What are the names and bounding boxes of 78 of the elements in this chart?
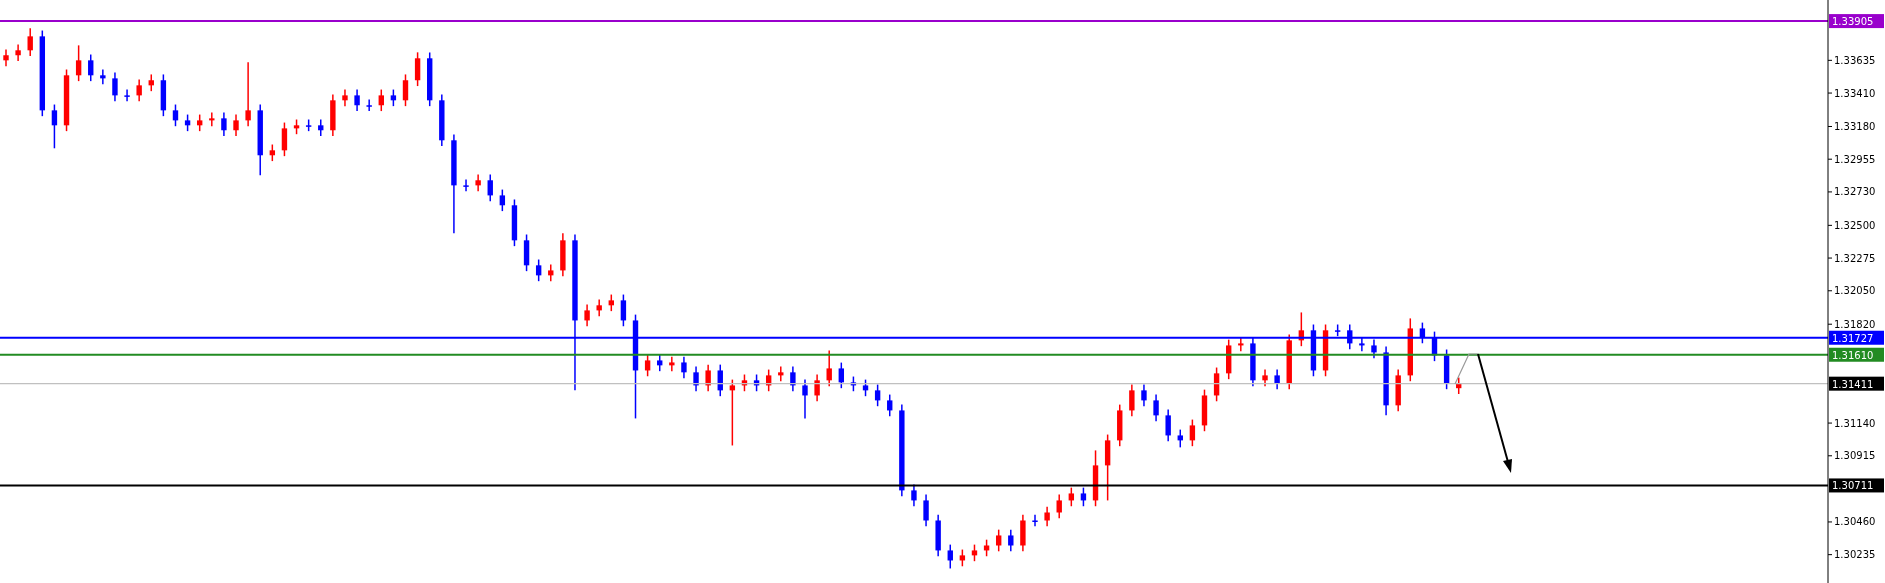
candlestick — [75, 44, 82, 82]
y-tick-label: 1.32730 — [1834, 186, 1876, 198]
candlestick — [1274, 368, 1280, 390]
candlestick — [1080, 486, 1087, 507]
ref-line-label: 1.31411 — [1832, 378, 1874, 390]
candlestick — [1068, 486, 1075, 507]
candlestick — [281, 121, 288, 157]
candlestick — [414, 51, 421, 87]
candlestick — [172, 103, 179, 127]
candlestick — [378, 88, 384, 112]
candlestick — [705, 363, 711, 392]
candlestick — [402, 73, 409, 107]
candlestick — [584, 303, 590, 327]
y-tick-label: 1.30915 — [1834, 450, 1876, 462]
ref-line-label: 1.30711 — [1832, 480, 1874, 492]
candlestick — [1153, 393, 1159, 422]
ref-line-label: 1.33905 — [1832, 16, 1874, 28]
candlestick — [124, 88, 130, 102]
candlestick — [499, 188, 506, 212]
candlestick — [221, 111, 227, 137]
candlestick — [887, 393, 893, 417]
y-tick-label: 1.31140 — [1834, 417, 1876, 429]
y-tick-label: 1.33635 — [1834, 54, 1876, 66]
ref-line-label: 1.31727 — [1832, 332, 1874, 344]
candlestick — [1056, 493, 1062, 520]
candlestick — [1129, 383, 1135, 417]
candlestick — [681, 355, 687, 379]
candlestick — [1032, 513, 1038, 528]
candlestick — [27, 27, 33, 57]
candlestick — [644, 353, 651, 378]
candlestick — [947, 543, 953, 570]
candlestick — [620, 293, 627, 327]
candlestick — [1044, 505, 1050, 528]
candlestick — [100, 68, 106, 85]
candlestick — [245, 61, 251, 127]
candlestick — [1238, 336, 1244, 352]
candlestick — [487, 173, 493, 202]
candlestick — [995, 528, 1002, 553]
candlestick — [112, 71, 118, 102]
candlestick — [923, 493, 929, 528]
candlestick — [729, 378, 736, 447]
candlestick — [51, 103, 58, 150]
candlestick — [209, 111, 215, 127]
candlestick — [778, 365, 784, 382]
candlestick — [1165, 408, 1171, 442]
candlestick — [535, 258, 542, 282]
candlestick — [233, 113, 239, 137]
y-tick-label: 1.31820 — [1834, 318, 1876, 330]
candlestick — [790, 365, 796, 392]
candlestick — [366, 98, 372, 112]
candlestick — [814, 373, 820, 403]
candlestick — [911, 483, 917, 507]
candlestick — [802, 378, 808, 420]
y-tick-label: 1.32050 — [1834, 285, 1876, 297]
ref-line-label: 1.31610 — [1832, 349, 1874, 361]
candlestick — [693, 365, 699, 392]
candlestick — [88, 53, 94, 82]
y-tick-label: 1.33410 — [1834, 87, 1876, 99]
candlestick — [1141, 383, 1147, 407]
candlestick — [1008, 528, 1014, 553]
candlestick — [15, 43, 21, 62]
candlestick — [463, 178, 469, 192]
candlestick — [354, 88, 360, 112]
y-tick-label: 1.32500 — [1834, 219, 1876, 231]
candlestick — [3, 48, 9, 67]
candlestick — [136, 78, 142, 102]
candlestick — [1189, 418, 1196, 447]
candlestick — [475, 173, 481, 192]
candlestick — [838, 361, 845, 389]
candlestick — [669, 355, 675, 372]
y-tick-label: 1.32955 — [1834, 153, 1876, 165]
y-tick-label: 1.30235 — [1834, 549, 1876, 561]
candlestick — [596, 298, 602, 317]
y-tick-label: 1.30460 — [1834, 516, 1876, 528]
candlestick — [826, 349, 832, 387]
y-tick-label: 1.33180 — [1834, 121, 1876, 133]
y-tick-label: 1.32275 — [1834, 252, 1876, 264]
candlestick — [874, 383, 881, 407]
